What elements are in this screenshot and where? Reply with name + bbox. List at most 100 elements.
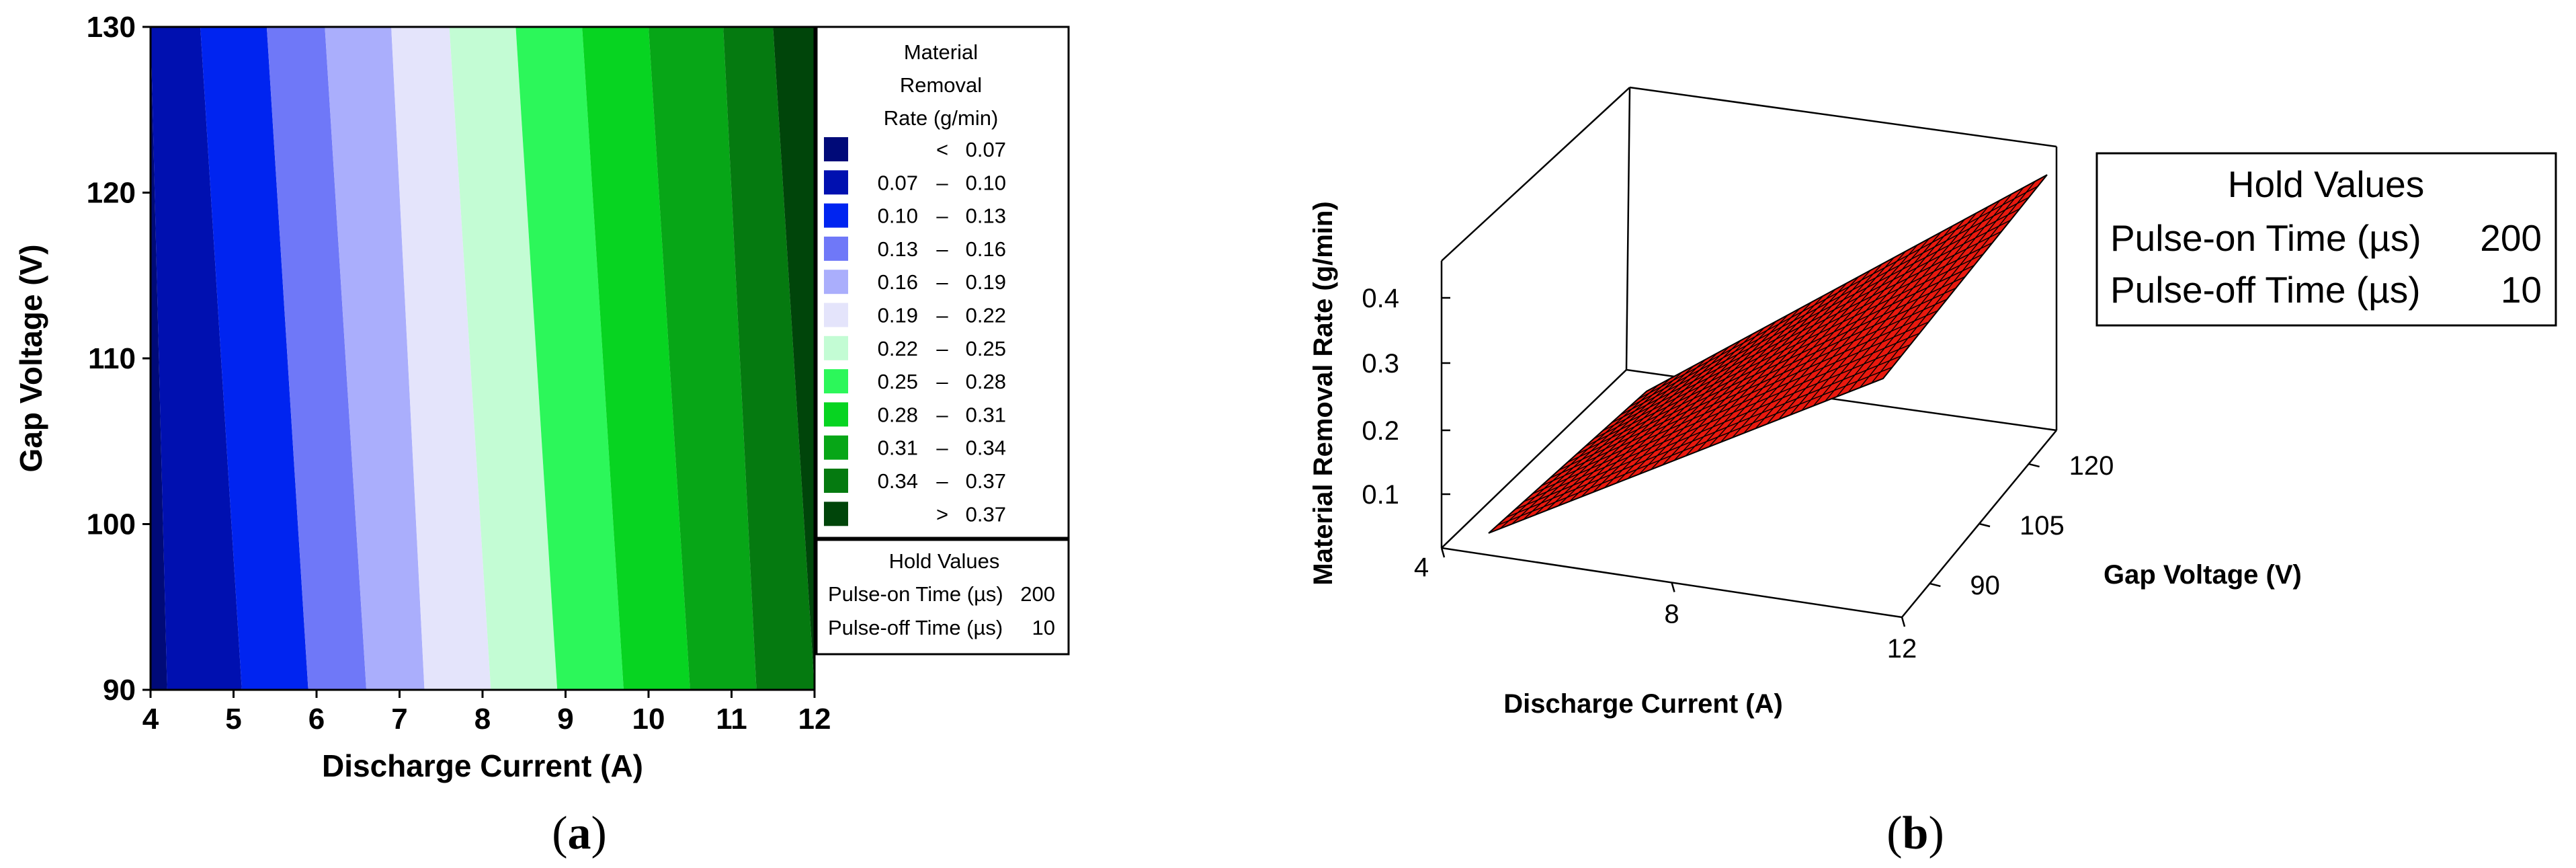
legend-high: 0.22	[966, 304, 1006, 327]
contour-band	[449, 27, 558, 690]
panel-letter-b: b	[1903, 807, 1929, 859]
legend-low: 0.19	[878, 304, 918, 327]
x-tick-label: 7	[391, 703, 407, 736]
mesh-line	[1550, 299, 1948, 479]
hold-row-value-b: 10	[2501, 269, 2542, 311]
legend-swatch	[824, 369, 848, 394]
legend-box	[815, 26, 1070, 539]
z-tick-label: 0.4	[1362, 284, 1399, 313]
legend-swatch	[824, 336, 848, 360]
x-axis-ticks-b: 4 8 12	[1414, 547, 1917, 664]
hold-values-title-b: Hold Values	[2228, 163, 2424, 205]
legend-high: 0.07	[966, 138, 1006, 161]
legend-high: 0.31	[966, 403, 1006, 426]
panel-label-b: (b)	[1886, 807, 1944, 859]
hold-row-value-a: 200	[1020, 582, 1055, 606]
x-tick-label: 12	[798, 703, 831, 736]
contour-band	[582, 27, 690, 690]
legend-high: 0.34	[966, 436, 1006, 460]
legend-swatch	[824, 270, 848, 294]
legend-high: 0.13	[966, 204, 1006, 228]
y-tick-label: 120	[87, 177, 136, 210]
hold-row-label-a: Pulse-on Time (µs)	[828, 582, 1003, 606]
y-tick-mark-b	[1979, 522, 1991, 528]
mesh-line	[1593, 242, 1993, 439]
legend-operator: –	[936, 204, 948, 228]
x-tick-label-b: 12	[1887, 634, 1917, 664]
legend-swatch	[824, 303, 848, 327]
z-tick-label: 0.3	[1362, 349, 1399, 379]
legend-low: 0.25	[878, 370, 918, 393]
mesh-line	[1505, 355, 1902, 518]
y-tick-mark-b	[2028, 463, 2040, 468]
y-axis-title: Gap Voltage (V)	[13, 244, 48, 472]
y-tick-mark-b	[1929, 582, 1941, 588]
contour-band	[723, 27, 815, 690]
legend-operator: –	[936, 370, 948, 393]
surface-wireframe	[1497, 181, 2038, 529]
x-tick-label: 4	[142, 703, 159, 736]
x-tick-mark-b	[1440, 547, 1446, 558]
panel-letter-a: a	[568, 807, 591, 859]
legend-high: 0.28	[966, 370, 1006, 393]
legend-high: 0.16	[966, 237, 1006, 261]
mesh-line	[1541, 310, 1938, 487]
legend-swatch	[824, 203, 848, 228]
y-tick-label: 90	[103, 674, 136, 707]
contour-plot-panel: 4 5 6 7 8 9 10 11 12 90 100 110 120 130 Discharge Cur…	[13, 11, 1070, 859]
legend-title-line-2: Removal	[900, 73, 982, 97]
legend-operator: –	[936, 270, 948, 294]
x-tick-label-b: 8	[1664, 600, 1679, 629]
legend-title-line-1: Material	[904, 40, 978, 64]
x-tick-label: 8	[474, 703, 491, 736]
contour-band	[151, 27, 242, 690]
z-axis-ticks: 0.1 0.2 0.3 0.4	[1362, 284, 1450, 510]
legend-operator: –	[936, 469, 948, 493]
mesh-line	[1576, 265, 1975, 455]
x-tick-mark-b	[1671, 582, 1675, 592]
z-axis-title: Material Removal Rate (g/min)	[1308, 201, 1338, 585]
contour-band	[391, 27, 491, 690]
hold-row-label-a: Pulse-off Time (µs)	[828, 616, 1003, 639]
y-tick-label-b: 105	[2020, 511, 2065, 541]
legend-high: 0.10	[966, 171, 1006, 194]
mesh-line	[1602, 231, 2002, 432]
legend-swatch	[824, 502, 848, 526]
contour-bands	[151, 27, 815, 690]
legend-swatch	[824, 435, 848, 460]
contour-axis-ticks: 4 5 6 7 8 9 10 11 12 90 100 110 120 130	[87, 11, 831, 736]
contour-band	[649, 27, 757, 690]
mesh-line	[1532, 321, 1929, 495]
x-tick-label: 9	[557, 703, 573, 736]
legend-low: 0.31	[878, 436, 918, 460]
legend-swatch	[824, 469, 848, 493]
legend-operator: <	[936, 138, 948, 161]
contour-band	[325, 27, 425, 690]
mesh-line	[1620, 208, 2020, 416]
legend-high: 0.37	[966, 502, 1006, 526]
mesh-line	[1567, 276, 1966, 463]
x-tick-mark-b	[1901, 617, 1906, 627]
y-tick-label-b: 120	[2069, 451, 2114, 481]
z-tick-label: 0.2	[1362, 416, 1399, 446]
legend-low: 0.07	[878, 171, 918, 194]
legend-operator: –	[936, 171, 948, 194]
mesh-line	[1523, 333, 1920, 502]
y-axis-title-b: Gap Voltage (V)	[2104, 560, 2302, 590]
legend-low: 0.10	[878, 204, 918, 228]
hold-values-frame-b	[2095, 152, 2557, 327]
panel-label-a: (a)	[552, 807, 607, 859]
x-tick-label: 6	[308, 703, 325, 736]
x-tick-label-b: 4	[1414, 553, 1429, 582]
hold-row-value-a: 10	[1032, 616, 1055, 639]
legend-low: 0.22	[878, 337, 918, 360]
legend-operator: –	[936, 304, 948, 327]
legend-high: 0.37	[966, 469, 1006, 493]
legend-swatch	[824, 170, 848, 195]
hold-values-box-b: Hold Values Pulse-on Time (µs) 200 Pulse…	[2095, 152, 2557, 327]
legend-low: 0.28	[878, 403, 918, 426]
x-axis-title: Discharge Current (A)	[322, 748, 643, 783]
x-axis-title-b: Discharge Current (A)	[1503, 689, 1783, 719]
